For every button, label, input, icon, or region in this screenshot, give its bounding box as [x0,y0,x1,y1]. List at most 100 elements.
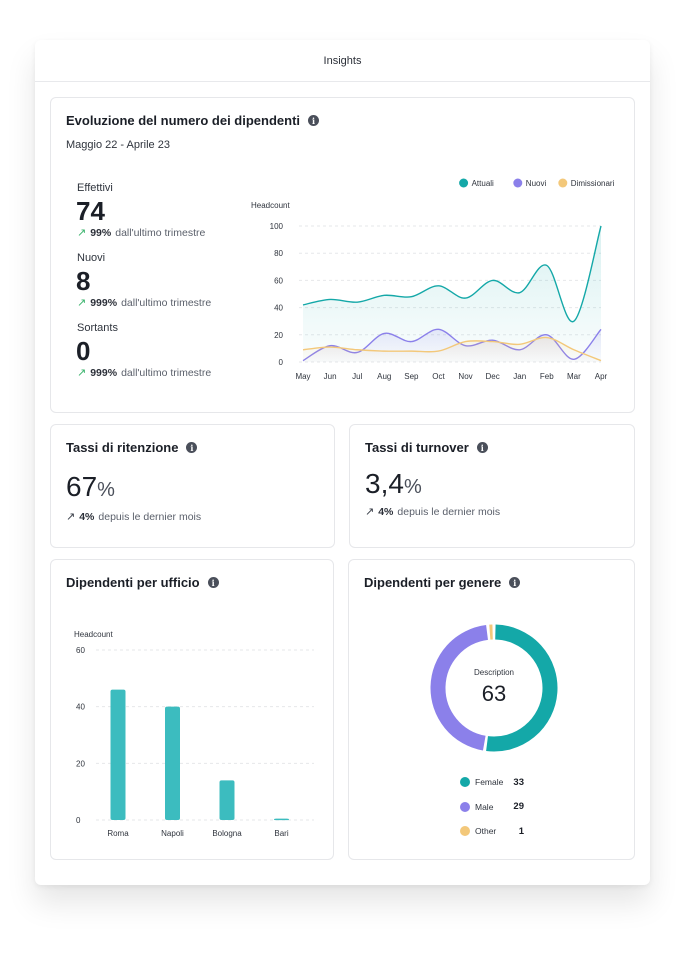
x-tick-label: Jun [324,372,337,381]
turnover-delta: ↗ 4% depuis le dernier mois [365,505,501,519]
legend-item-male: Male 29 [460,795,600,820]
bar-roma [110,689,126,820]
stat-delta-effettivi: ↗ 99% dall'ultimo trimestre [77,226,206,240]
delta-value: 4% [79,510,95,523]
legend-label: Dimissionari [571,179,615,188]
series-area-attuali [303,226,601,362]
y-tick-label: 100 [270,222,284,231]
y-tick-label: 80 [274,249,283,258]
retention-card: Tassi di ritenzione i 67% ↗ 4% depuis le… [50,424,335,548]
stat-delta-sortants: ↗ 999% dall'ultimo trimestre [77,366,212,380]
info-icon[interactable]: i [308,115,320,126]
gender-legend: Female 33 Male 29 Other 1 [460,770,600,844]
x-tick-label: Bologna [212,829,242,838]
legend-item-other: Other 1 [460,819,600,844]
info-icon[interactable]: i [509,577,521,588]
window-title: Insights [35,40,650,82]
x-tick-label: Sep [404,372,419,381]
delta-value: 999% [90,296,118,309]
stat-value-nuovi: 8 [76,266,91,296]
info-icon[interactable]: i [186,442,198,453]
legend-value: 33 [513,776,524,788]
stat-label-nuovi: Nuovi [77,252,106,264]
bar-bari [274,818,289,821]
retention-unit: % [97,479,115,501]
delta-text: depuis le dernier mois [397,505,501,518]
x-tick-label: Aug [377,372,391,381]
x-tick-label: May [295,372,310,381]
retention-title-row: Tassi di ritenzione i [66,440,198,455]
trend-up-icon: ↗ [77,297,87,309]
legend-label: Other [475,826,497,837]
trend-up-icon: ↗ [77,367,87,379]
legend-label: Male [475,801,494,812]
x-tick-label: Napoli [161,829,184,838]
evolution-title: Evoluzione del numero dei dipendenti [66,113,301,128]
legend-dot [459,178,469,188]
x-tick-label: Dec [486,372,500,381]
delta-value: 4% [378,505,394,518]
evolution-title-row: Evoluzione del numero dei dipendenti i [66,113,320,128]
y-tick-label: 20 [274,331,283,340]
x-tick-label: Feb [540,372,554,381]
turnover-value: 3,4% [365,470,422,498]
info-icon[interactable]: i [476,442,488,453]
stat-value-sortants: 0 [76,336,91,366]
turnover-title-row: Tassi di turnover i [365,440,488,455]
gender-card: Dipendenti per genere i Description 63 Fe… [348,559,635,860]
donut-center-label: Description [474,668,514,677]
legend-label: Attuali [472,179,494,188]
legend-item-female: Female 33 [460,770,600,795]
legend-label: Female [475,777,504,788]
legend-dot [460,826,470,837]
gender-title: Dipendenti per genere [364,575,502,590]
trend-up-icon: ↗ [66,511,76,523]
insights-window: Insights Evoluzione del numero dei dipen… [35,40,650,885]
stat-value-effettivi: 74 [76,196,105,226]
series-area-dimissionari [303,337,601,362]
donut-slice-male [430,624,489,751]
y-tick-label: 0 [279,358,284,367]
stat-delta-nuovi: ↗ 999% dall'ultimo trimestre [77,296,211,310]
donut-slice-female [486,624,558,752]
trend-up-icon: ↗ [365,506,375,518]
x-tick-label: Jul [352,372,362,381]
x-tick-label: Bari [274,829,288,838]
trend-up-icon: ↗ [77,227,87,239]
y-axis-label: Headcount [74,630,113,639]
donut-center-value: 63 [482,681,506,706]
legend-value: 29 [513,801,524,813]
legend-dot [460,801,470,812]
x-tick-label: Roma [107,829,129,838]
x-tick-label: Oct [432,372,445,381]
retention-value: 67% [66,473,115,501]
legend-label: Nuovi [526,179,547,188]
info-icon[interactable]: i [207,577,219,588]
turnover-number: 3,4 [365,468,404,499]
delta-text: dall'ultimo trimestre [121,366,212,379]
bar-napoli [165,706,180,820]
retention-title: Tassi di ritenzione [66,440,179,455]
delta-value: 99% [90,226,112,239]
bar-bologna [219,780,235,820]
stat-label-sortants: Sortants [77,322,118,334]
retention-delta: ↗ 4% depuis le dernier mois [66,510,201,524]
office-title-row: Dipendenti per ufficio i [66,575,219,590]
y-tick-label: 40 [274,304,283,313]
x-tick-label: Nov [458,372,472,381]
delta-text: dall'ultimo trimestre [115,226,206,239]
series-line-dimissionari [302,336,602,362]
y-tick-label: 40 [76,703,85,712]
legend-dot [558,178,568,188]
x-tick-label: Mar [567,372,581,381]
period-label: Maggio 22 - Aprile 23 [66,139,170,151]
series-line-attuali [302,225,602,322]
x-tick-label: Jan [513,372,526,381]
turnover-card: Tassi di turnover i 3,4% ↗ 4% depuis le … [349,424,635,548]
gender-donut-chart: Description 63 [430,624,558,752]
x-tick-label: Apr [595,372,608,381]
office-bar-chart: Headcount 0 20 40 60 Roma Napoli Bologna Bari [74,630,314,838]
legend-dot [513,178,523,188]
gender-title-row: Dipendenti per genere i [364,575,521,590]
y-tick-label: 20 [76,759,85,768]
